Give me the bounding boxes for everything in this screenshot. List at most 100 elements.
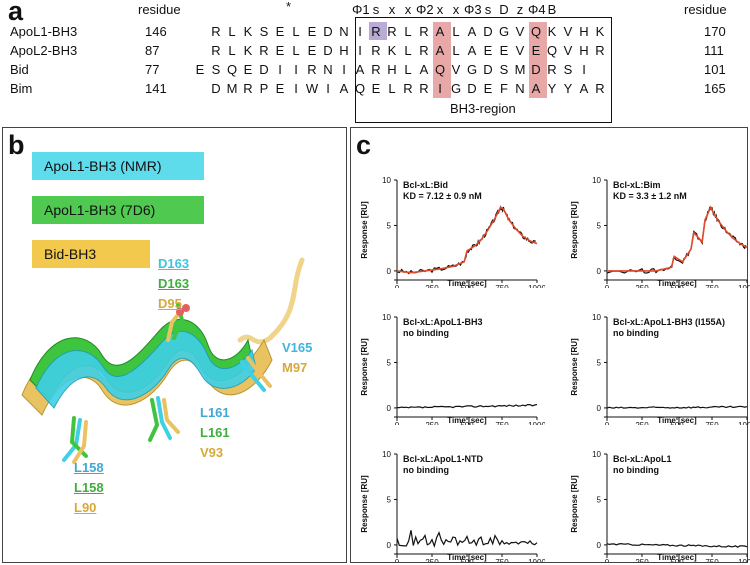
- residue-letter: L: [388, 81, 396, 96]
- residue-letter: R: [403, 81, 413, 96]
- sensorgram-2: 0 5 10 0 250 500 750 1000 Response [RU] Time [sec…: [570, 176, 750, 288]
- motif-symbol: x: [388, 2, 396, 17]
- residue-letter: E: [275, 81, 285, 96]
- residue-letter: V: [563, 24, 573, 39]
- x-tick-label: 0: [605, 421, 610, 425]
- measured-curve: [606, 542, 748, 548]
- x-tick-label: 1000: [738, 421, 750, 425]
- residue-letter: I: [294, 62, 298, 77]
- motif-symbol: Φ2: [416, 2, 434, 17]
- residue-letter: E: [307, 43, 317, 58]
- residue-letter: H: [579, 43, 589, 58]
- residue-letter: D: [483, 62, 493, 77]
- plot-subtitle: no binding: [613, 465, 659, 475]
- residue-letter: Q: [226, 62, 238, 77]
- residue-letter: D: [323, 43, 333, 58]
- residue-letter: L: [452, 43, 460, 58]
- sequence-name: ApoL2-BH3: [10, 43, 78, 58]
- residue-letter: R: [387, 24, 397, 39]
- residue-letter: N: [339, 24, 349, 39]
- y-tick-label: 0: [597, 541, 602, 550]
- y-tick-label: 10: [592, 450, 601, 459]
- residue-letter: R: [419, 43, 429, 58]
- residue-letter: E: [307, 24, 317, 39]
- x-tick-label: 0: [395, 558, 400, 562]
- residue-letter: D: [323, 24, 333, 39]
- residue-letter: H: [579, 24, 589, 39]
- motif-symbol: x: [404, 2, 412, 17]
- residue-letter: L: [292, 24, 300, 39]
- y-tick-label: 0: [387, 541, 392, 550]
- residue-letter: E: [243, 62, 253, 77]
- y-tick-label: 10: [382, 176, 391, 185]
- residue-label: M97: [282, 360, 308, 375]
- residue-letter: E: [371, 81, 381, 96]
- y-tick-label: 5: [597, 358, 602, 367]
- panel-b-label: b: [8, 130, 25, 160]
- highlight-l-column: [433, 22, 451, 98]
- x-tick-label: 250: [425, 558, 439, 562]
- residue-letter: F: [500, 81, 508, 96]
- y-tick-label: 0: [597, 267, 602, 276]
- sensorgram-3: 0 5 10 0 250 500 750 1000 Response [RU] Time [sec…: [360, 313, 545, 425]
- residue-letter: V: [451, 62, 461, 77]
- plot-subtitle: KD = 3.3 ± 1.2 nM: [613, 191, 687, 201]
- residue-letter: A: [339, 81, 349, 96]
- residue-letter: G: [498, 24, 510, 39]
- x-tick-label: 0: [605, 558, 610, 562]
- residue-letter: E: [195, 62, 205, 77]
- sequence-end: 111: [704, 43, 724, 58]
- residue-letter: D: [531, 62, 541, 77]
- residue-letter: R: [259, 43, 269, 58]
- x-tick-label: 750: [705, 284, 719, 288]
- residue-letter: A: [355, 62, 365, 77]
- x-axis-label: Time [sec]: [657, 279, 697, 288]
- residue-label: D163: [158, 256, 190, 271]
- measured-curve: [606, 405, 748, 409]
- x-tick-label: 750: [705, 558, 719, 562]
- residue-letter: L: [404, 43, 412, 58]
- residue-letter: K: [595, 24, 605, 39]
- highlight-i-column: [369, 22, 387, 40]
- x-tick-label: 250: [635, 558, 649, 562]
- y-tick-label: 10: [592, 313, 601, 322]
- residue-letter: S: [259, 24, 269, 39]
- x-tick-label: 0: [395, 421, 400, 425]
- sensorgram-5: 0 5 10 0 250 500 750 1000 Response [RU] Time [sec…: [360, 450, 545, 562]
- plot-subtitle: no binding: [403, 465, 449, 475]
- residue-letter: Q: [354, 81, 366, 96]
- star-marker: *: [286, 0, 292, 14]
- x-tick-label: 750: [705, 421, 719, 425]
- panel-c: [350, 127, 748, 563]
- residue-letter: L: [228, 24, 236, 39]
- residue-letter: N: [323, 62, 333, 77]
- x-tick-label: 500: [460, 421, 474, 425]
- highlight-d-column: [529, 22, 547, 98]
- measured-curve: [396, 205, 536, 275]
- residue-letter: M: [226, 81, 238, 96]
- residue-letter: M: [514, 62, 526, 77]
- residue-letter: L: [404, 24, 412, 39]
- measured-curve: [606, 206, 747, 274]
- residue-letter: W: [305, 81, 319, 96]
- residue-letter: D: [467, 81, 477, 96]
- residue-letter: D: [211, 81, 221, 96]
- y-axis-label: Response [RU]: [360, 338, 369, 396]
- x-axis-label: Time [sec]: [657, 416, 697, 425]
- residue-letter: I: [342, 62, 346, 77]
- residue-letter: D: [259, 62, 269, 77]
- residue-letter: A: [467, 24, 477, 39]
- x-tick-label: 500: [460, 558, 474, 562]
- x-tick-label: 1000: [738, 284, 750, 288]
- fitted-curve: [607, 205, 748, 272]
- residue-letter: R: [211, 24, 221, 39]
- residue-letter: R: [595, 81, 605, 96]
- x-axis-label: Time [sec]: [447, 279, 487, 288]
- y-tick-label: 5: [597, 495, 602, 504]
- helix-structure: [21, 257, 305, 464]
- y-tick-label: 10: [382, 450, 391, 459]
- residue-letter: E: [275, 24, 285, 39]
- residue-letter: I: [326, 81, 330, 96]
- x-tick-label: 1000: [528, 284, 545, 288]
- x-tick-label: 250: [425, 284, 439, 288]
